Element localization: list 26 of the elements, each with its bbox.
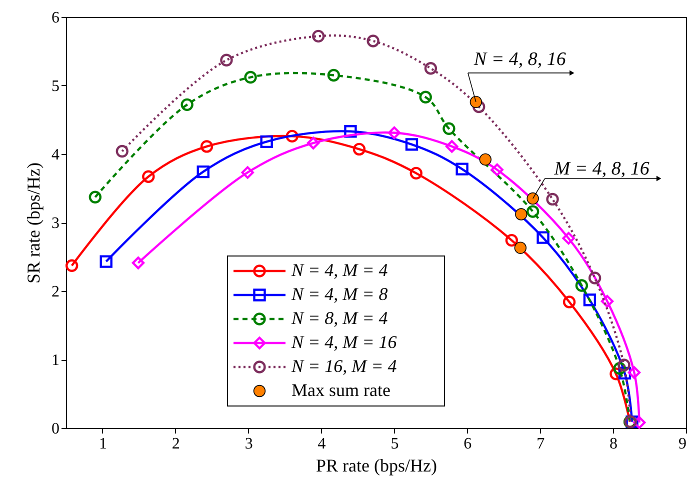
legend-label: N = 4, M = 4 bbox=[290, 260, 388, 280]
x-axis-title: PR rate (bps/Hz) bbox=[316, 456, 437, 476]
x-tick-label: 3 bbox=[244, 436, 253, 452]
legend-label: N = 8, M = 4 bbox=[290, 308, 388, 328]
x-tick-label: 7 bbox=[536, 436, 545, 452]
y-tick-label: 4 bbox=[52, 146, 60, 164]
y-tick-label: 2 bbox=[52, 284, 60, 300]
annotation: N = 4, 8, 16 bbox=[472, 48, 566, 70]
legend-label: N = 4, M = 8 bbox=[290, 284, 388, 304]
y-tick-label: 6 bbox=[52, 10, 60, 26]
x-tick-label: 4 bbox=[318, 436, 326, 452]
y-tick-label: 5 bbox=[52, 78, 60, 95]
y-axis-title: SR rate (bps/Hz) bbox=[24, 162, 44, 284]
legend-label: Max sum rate bbox=[292, 380, 390, 400]
y-tick-label: 3 bbox=[52, 215, 60, 232]
x-tick-label: 6 bbox=[464, 436, 472, 452]
x-tick-label: 2 bbox=[172, 436, 180, 452]
legend-label: N = 16, M = 4 bbox=[290, 356, 397, 376]
x-tick-label: 8 bbox=[610, 436, 618, 452]
y-tick-label: 0 bbox=[52, 420, 60, 438]
annotation: M = 4, 8, 16 bbox=[553, 158, 650, 180]
x-tick-label: 5 bbox=[390, 436, 399, 452]
legend-label: N = 4, M = 16 bbox=[290, 332, 397, 352]
x-tick-label: 1 bbox=[98, 436, 107, 452]
y-tick-label: 1 bbox=[52, 352, 60, 369]
x-tick-label: 9 bbox=[678, 436, 686, 452]
